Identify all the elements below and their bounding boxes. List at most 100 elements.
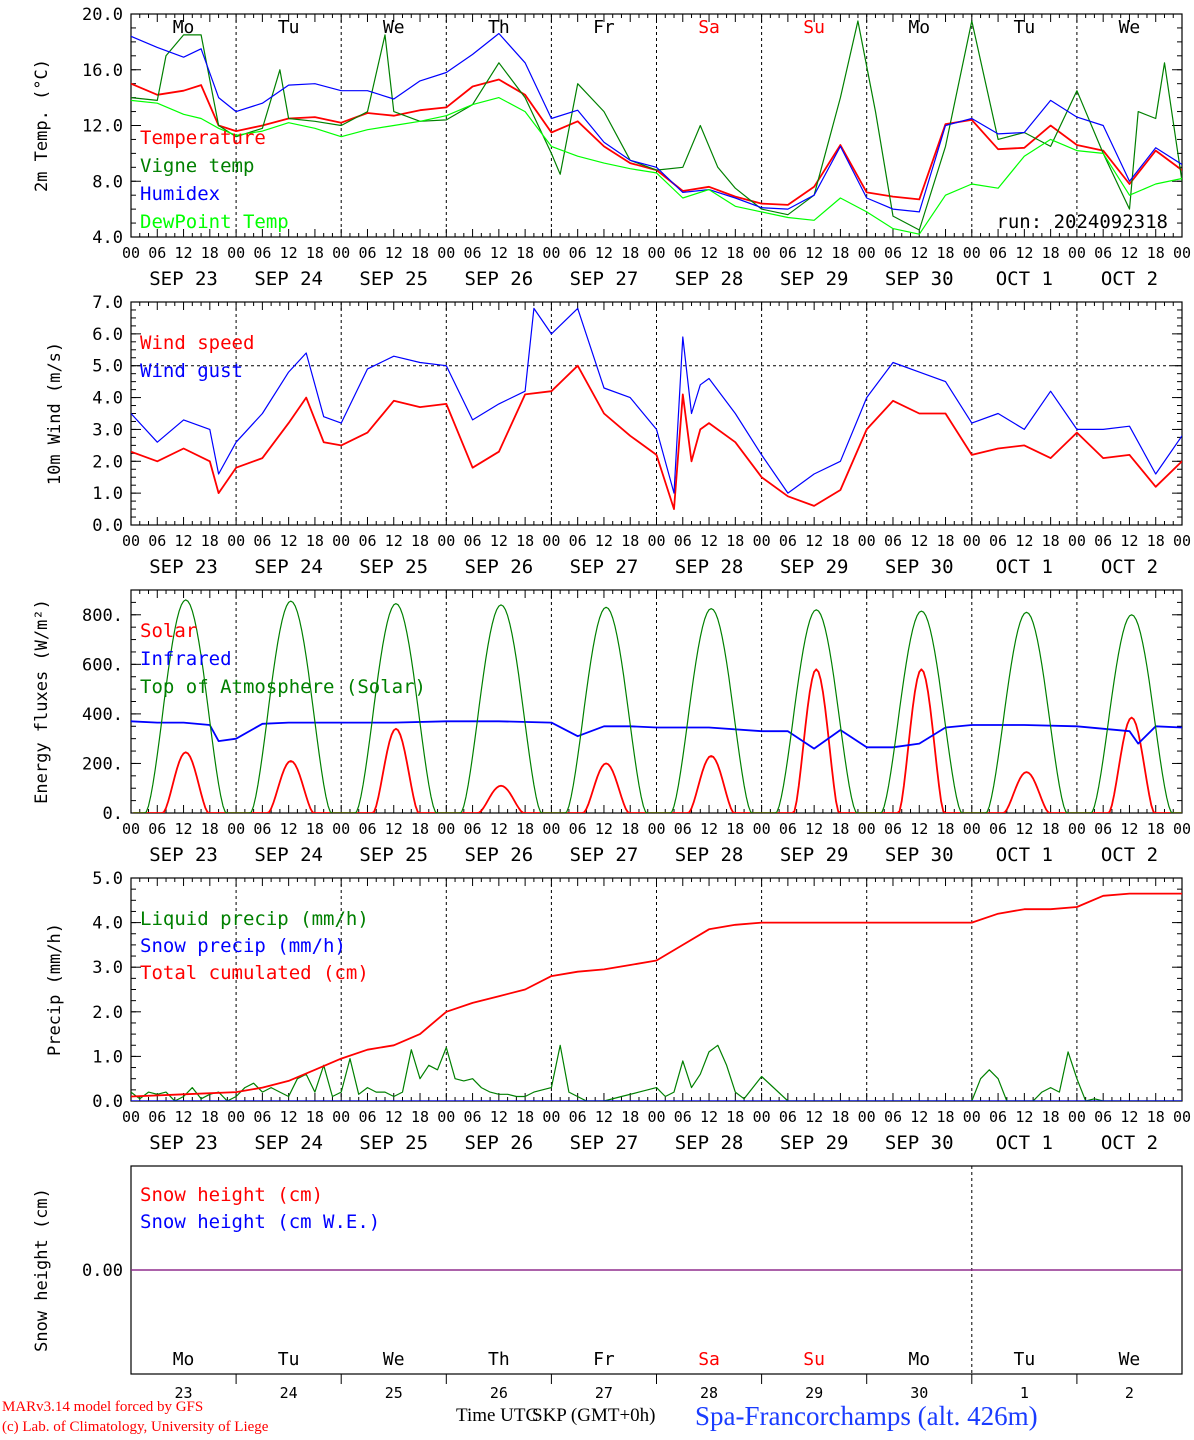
legend-entry: Vigne temp <box>140 155 254 177</box>
hour-tick-label: 12 <box>805 532 823 550</box>
hour-tick-label: 00 <box>858 1108 876 1126</box>
hour-tick-label: 06 <box>358 532 376 550</box>
hour-tick-label: 06 <box>989 532 1007 550</box>
weekday-label: Su <box>803 17 825 38</box>
weekday-label: We <box>1119 17 1141 38</box>
weekday-label: Mo <box>173 17 195 38</box>
footer-credit-2: (c) Lab. of Climatology, University of L… <box>2 1419 269 1435</box>
hour-tick-label: 00 <box>963 820 981 838</box>
date-label: OCT 1 <box>996 1132 1053 1154</box>
date-label: SEP 28 <box>675 556 744 578</box>
hour-tick-label: 00 <box>753 1108 771 1126</box>
hour-tick-label: 06 <box>464 1108 482 1126</box>
hour-tick-label: 00 <box>542 1108 560 1126</box>
hour-tick-label: 00 <box>647 532 665 550</box>
hour-tick-label: 12 <box>595 244 613 262</box>
hour-tick-label: 18 <box>621 244 639 262</box>
day-number-label: 2 <box>1125 1384 1134 1402</box>
y-tick-label: 1.0 <box>92 1047 123 1067</box>
hour-tick-label: 00 <box>122 1108 140 1126</box>
date-label: SEP 24 <box>254 556 323 578</box>
hour-tick-label: 06 <box>464 532 482 550</box>
y-tick-label: 0.0 <box>92 516 123 536</box>
hour-tick-label: 06 <box>148 244 166 262</box>
date-label: SEP 29 <box>780 556 849 578</box>
hour-tick-label: 00 <box>1068 1108 1086 1126</box>
date-label: OCT 2 <box>1101 556 1158 578</box>
y-tick-label: 3.0 <box>92 420 123 440</box>
hour-tick-label: 18 <box>831 820 849 838</box>
y-tick-label: 0.00 <box>82 1261 123 1281</box>
weekday-label: Tu <box>1014 17 1036 38</box>
hour-tick-label: 06 <box>1094 532 1112 550</box>
hour-tick-label: 12 <box>595 532 613 550</box>
weekday-label: Sa <box>698 1349 720 1370</box>
date-label: SEP 26 <box>465 268 534 290</box>
hour-tick-label: 18 <box>201 1108 219 1126</box>
date-label: SEP 24 <box>254 268 323 290</box>
series-line-dewpoint-temp <box>131 97 1182 235</box>
date-label: OCT 1 <box>996 844 1053 866</box>
hour-tick-label: 12 <box>1015 820 1033 838</box>
date-label: SEP 23 <box>149 1132 218 1154</box>
y-tick-label: 2.0 <box>92 1003 123 1023</box>
hour-tick-label: 18 <box>621 532 639 550</box>
weekday-label: Mo <box>908 17 930 38</box>
weekday-label: We <box>383 17 405 38</box>
hour-tick-label: 00 <box>753 820 771 838</box>
date-label: SEP 23 <box>149 844 218 866</box>
hour-tick-label: 00 <box>437 1108 455 1126</box>
hour-tick-label: 06 <box>1094 820 1112 838</box>
hour-tick-label: 06 <box>253 244 271 262</box>
legend-entry: Infrared <box>140 648 232 670</box>
hour-tick-label: 12 <box>490 532 508 550</box>
day-number-label: 23 <box>175 1384 193 1402</box>
panel-1: 4.0 8.0 12.0 16.0 20.0 2m Temp. (°C) Temperatu… <box>32 5 1191 290</box>
hour-tick-label: 12 <box>595 1108 613 1126</box>
hour-tick-label: 18 <box>306 532 324 550</box>
y-tick-label: 20.0 <box>82 5 123 25</box>
series-line-total-cumulated-cm- <box>131 892 1182 1098</box>
hour-tick-label: 00 <box>437 820 455 838</box>
date-label: SEP 28 <box>675 844 744 866</box>
hour-tick-label: 18 <box>831 532 849 550</box>
weekday-label: Th <box>488 17 510 38</box>
hour-tick-label: 12 <box>1015 532 1033 550</box>
date-label: OCT 1 <box>996 268 1053 290</box>
y-tick-label: 200. <box>82 754 123 774</box>
hour-tick-label: 18 <box>516 532 534 550</box>
hour-tick-label: 18 <box>201 820 219 838</box>
hour-tick-label: 00 <box>332 244 350 262</box>
hour-tick-label: 12 <box>175 820 193 838</box>
legend-entry: Top of Atmosphere (Solar) <box>140 676 426 698</box>
hour-tick-label: 12 <box>385 820 403 838</box>
day-number-label: 24 <box>280 1384 298 1402</box>
date-label: OCT 2 <box>1101 1132 1158 1154</box>
y-tick-label: 6.0 <box>92 325 123 345</box>
hour-tick-label: 18 <box>1042 820 1060 838</box>
date-label: SEP 27 <box>570 556 639 578</box>
legend-entry: Snow height (cm W.E.) <box>140 1211 380 1233</box>
hour-tick-label: 12 <box>1120 1108 1138 1126</box>
legend-entry: Total cumulated (cm) <box>140 962 369 984</box>
hour-tick-label: 00 <box>858 532 876 550</box>
hour-tick-label: 00 <box>1173 244 1191 262</box>
y-tick-label: 4.0 <box>92 228 123 248</box>
hour-tick-label: 00 <box>332 820 350 838</box>
hour-tick-label: 12 <box>1120 532 1138 550</box>
hour-tick-label: 06 <box>253 820 271 838</box>
weekday-label: Su <box>803 1349 825 1370</box>
hour-tick-label: 06 <box>779 532 797 550</box>
hour-tick-label: 12 <box>805 1108 823 1126</box>
hour-tick-label: 18 <box>1147 532 1165 550</box>
hour-tick-label: 12 <box>805 820 823 838</box>
hour-tick-label: 00 <box>858 820 876 838</box>
hour-tick-label: 06 <box>779 820 797 838</box>
hour-tick-label: 12 <box>910 532 928 550</box>
legend-entry: Snow precip (mm/h) <box>140 935 346 957</box>
date-label: SEP 30 <box>885 268 954 290</box>
y-tick-label: 16.0 <box>82 61 123 81</box>
hour-tick-label: 12 <box>280 244 298 262</box>
day-number-label: 29 <box>805 1384 823 1402</box>
hour-tick-label: 12 <box>1015 244 1033 262</box>
